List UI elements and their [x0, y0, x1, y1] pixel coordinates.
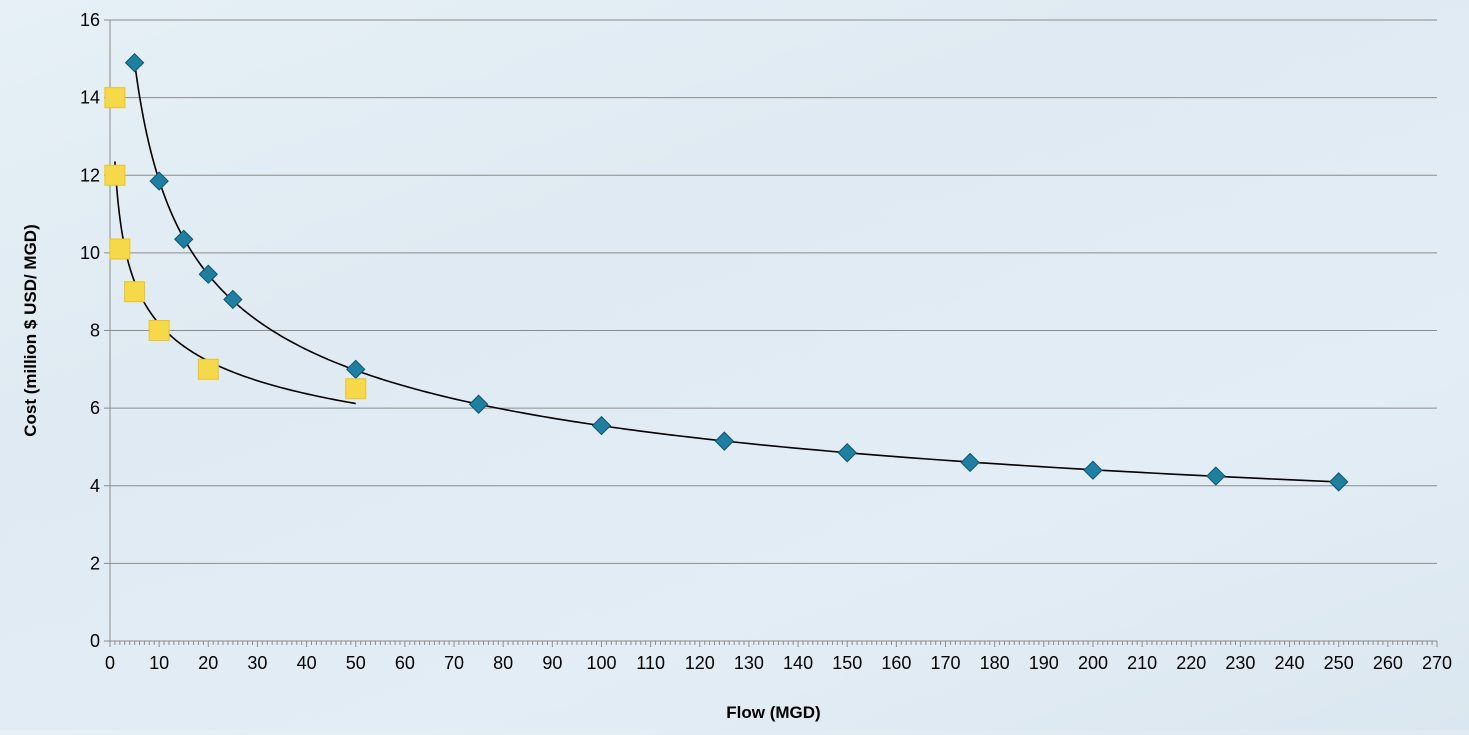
diamond-point — [468, 394, 489, 414]
y-tick-label: 16 — [80, 10, 100, 30]
y-tick-label: 4 — [90, 476, 100, 496]
y-tick-labels: 0 2 4 6 8 10 12 14 16 — [80, 10, 100, 651]
square-point — [197, 358, 219, 380]
square-point — [148, 320, 170, 341]
diamond-point — [124, 52, 145, 73]
square-point — [109, 238, 131, 260]
axes — [104, 19, 1438, 647]
x-tick-label: 150 — [832, 653, 862, 673]
x-tick-label: 220 — [1176, 653, 1206, 673]
trendline-series-1 — [133, 61, 1339, 483]
gridlines — [110, 19, 1437, 564]
y-tick-label: 8 — [90, 321, 100, 341]
x-tick-label: 90 — [542, 653, 562, 673]
x-tick-label: 190 — [1029, 653, 1059, 673]
diamond-point — [174, 229, 194, 249]
diamond-point — [1083, 460, 1103, 480]
diamond-point — [591, 415, 612, 436]
diamond-point — [1206, 466, 1226, 486]
y-axis-title: Cost (million $ USD/ MGD) — [21, 224, 40, 437]
y-tick-label: 0 — [90, 631, 100, 651]
x-tick-label: 270 — [1422, 653, 1452, 673]
diamond-point — [223, 289, 243, 310]
y-tick-label: 10 — [80, 243, 100, 263]
x-tick-label: 20 — [198, 653, 218, 673]
square-point — [104, 87, 126, 109]
x-tick-label: 40 — [297, 653, 317, 673]
x-tick-label: 30 — [247, 653, 267, 673]
x-tick-label: 50 — [346, 653, 366, 673]
diamond-point — [346, 359, 366, 380]
diamond-point — [714, 431, 735, 451]
x-axis-title: Flow (MGD) — [726, 703, 820, 722]
x-tick-label: 100 — [586, 653, 616, 673]
x-tick-label: 230 — [1225, 653, 1255, 673]
x-tick-label: 140 — [783, 653, 813, 673]
x-tick-label: 130 — [734, 653, 764, 673]
data-points — [104, 52, 1349, 492]
x-tick-label: 110 — [636, 653, 665, 673]
x-tick-label: 180 — [980, 653, 1010, 673]
diamond-point — [837, 443, 857, 463]
x-tick-label: 260 — [1373, 653, 1403, 673]
x-tick-label: 120 — [685, 653, 715, 673]
y-tick-label: 12 — [80, 165, 100, 185]
diamond-point — [198, 264, 219, 284]
x-tick-label: 250 — [1324, 653, 1354, 673]
y-tick-label: 6 — [90, 398, 100, 418]
x-tick-label: 170 — [930, 653, 960, 673]
x-tick-label: 200 — [1078, 653, 1108, 673]
trendline-series-2 — [114, 161, 356, 405]
square-point — [124, 281, 146, 303]
x-tick-labels: 0 10 20 30 40 50 60 70 80 90 100 110 120 130 140 150 160… — [105, 653, 1452, 673]
square-point — [345, 378, 367, 400]
y-tick-label: 14 — [80, 88, 100, 108]
x-tick-label: 160 — [881, 653, 911, 673]
x-tick-label: 60 — [395, 653, 415, 673]
diamond-point — [960, 452, 980, 473]
x-tick-label: 70 — [444, 653, 464, 673]
diamond-point — [149, 171, 169, 191]
x-tick-label: 80 — [493, 653, 513, 673]
x-tick-label: 0 — [105, 653, 115, 673]
x-tick-label: 210 — [1127, 653, 1157, 673]
y-tick-label: 2 — [90, 553, 100, 573]
x-tick-label: 10 — [149, 653, 169, 673]
x-tick-label: 240 — [1275, 653, 1305, 673]
square-point — [104, 164, 126, 186]
trendlines — [114, 61, 1339, 483]
diamond-point — [1328, 472, 1349, 492]
